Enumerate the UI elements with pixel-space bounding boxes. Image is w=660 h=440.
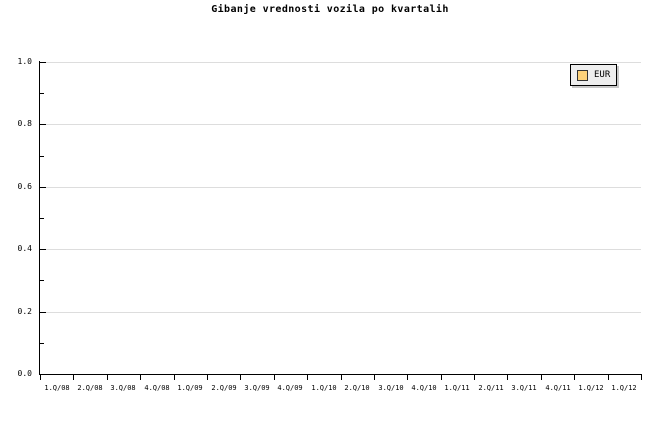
x-axis-label: 1.Q/09 xyxy=(177,384,203,392)
x-axis-label: 1.Q/12 xyxy=(611,384,637,392)
x-axis-label: 4.Q/09 xyxy=(277,384,303,392)
x-axis-tick xyxy=(207,375,208,380)
gridline xyxy=(40,311,641,313)
x-axis-label: 4.Q/10 xyxy=(411,384,437,392)
x-axis-label: 1.Q/12 xyxy=(578,384,604,392)
y-axis-tick-minor xyxy=(40,155,44,157)
x-axis-label: 2.Q/08 xyxy=(77,384,103,392)
legend-swatch-eur xyxy=(577,69,588,81)
y-axis-tick-major xyxy=(40,249,46,251)
gridline xyxy=(40,62,641,63)
x-axis-label: 2.Q/11 xyxy=(478,384,504,392)
y-axis-tick-minor xyxy=(40,218,44,219)
x-axis-label: 3.Q/10 xyxy=(378,384,404,392)
x-axis-label: 3.Q/09 xyxy=(244,384,270,392)
x-axis-tick xyxy=(474,375,475,380)
gridline xyxy=(40,124,641,126)
y-axis-line xyxy=(39,61,40,375)
x-axis-tick xyxy=(73,375,74,380)
y-axis-label: 0.0 xyxy=(17,369,32,378)
x-axis-tick xyxy=(107,375,108,380)
x-axis-label: 4.Q/08 xyxy=(144,384,170,392)
x-axis-tick xyxy=(240,375,241,380)
x-axis-label: 4.Q/11 xyxy=(545,384,571,392)
legend-label-eur: EUR xyxy=(594,69,611,80)
x-axis-label: 1.Q/10 xyxy=(311,384,337,392)
gridline xyxy=(40,249,641,251)
y-axis-label: 0.2 xyxy=(17,306,32,316)
x-axis-tick xyxy=(641,375,642,380)
y-axis-tick-major xyxy=(40,374,46,375)
plot-area xyxy=(40,62,641,374)
x-axis-tick xyxy=(374,375,375,380)
y-axis-tick-minor xyxy=(40,93,44,95)
y-axis-tick-major xyxy=(40,62,46,63)
x-axis-tick xyxy=(307,375,308,380)
x-axis-label: 2.Q/09 xyxy=(211,384,237,392)
x-axis-tick xyxy=(441,375,442,380)
y-axis-label: 0.8 xyxy=(17,119,32,129)
x-axis-tick xyxy=(341,375,342,380)
chart-title: Gibanje vrednosti vozila po kvartalih xyxy=(211,4,449,15)
x-axis-tick xyxy=(541,375,542,380)
x-axis-tick xyxy=(174,375,175,380)
y-axis-label: 0.6 xyxy=(17,181,32,191)
y-axis-tick-major xyxy=(40,311,46,313)
x-axis-label: 3.Q/08 xyxy=(110,384,136,392)
x-axis-label: 2.Q/10 xyxy=(344,384,370,392)
x-axis-label: 1.Q/11 xyxy=(444,384,470,392)
x-axis-tick xyxy=(40,375,41,380)
x-axis-label: 1.Q/08 xyxy=(44,384,70,392)
y-axis-tick-major xyxy=(40,124,46,126)
x-axis-tick xyxy=(407,375,408,380)
y-axis-label: 1.0 xyxy=(17,57,32,66)
gridline xyxy=(40,186,641,188)
x-axis-tick xyxy=(507,375,508,380)
x-axis-label: 3.Q/11 xyxy=(511,384,537,392)
x-axis-tick xyxy=(140,375,141,380)
y-axis-tick-major xyxy=(40,186,46,188)
x-axis-line xyxy=(39,374,642,375)
y-axis-tick-minor xyxy=(40,342,44,344)
y-axis-tick-minor xyxy=(40,280,44,282)
y-axis-label: 0.4 xyxy=(17,244,32,254)
x-axis-tick xyxy=(608,375,609,380)
x-axis-tick xyxy=(274,375,275,380)
x-axis-tick xyxy=(574,375,575,380)
legend[interactable]: EUR xyxy=(570,64,618,86)
